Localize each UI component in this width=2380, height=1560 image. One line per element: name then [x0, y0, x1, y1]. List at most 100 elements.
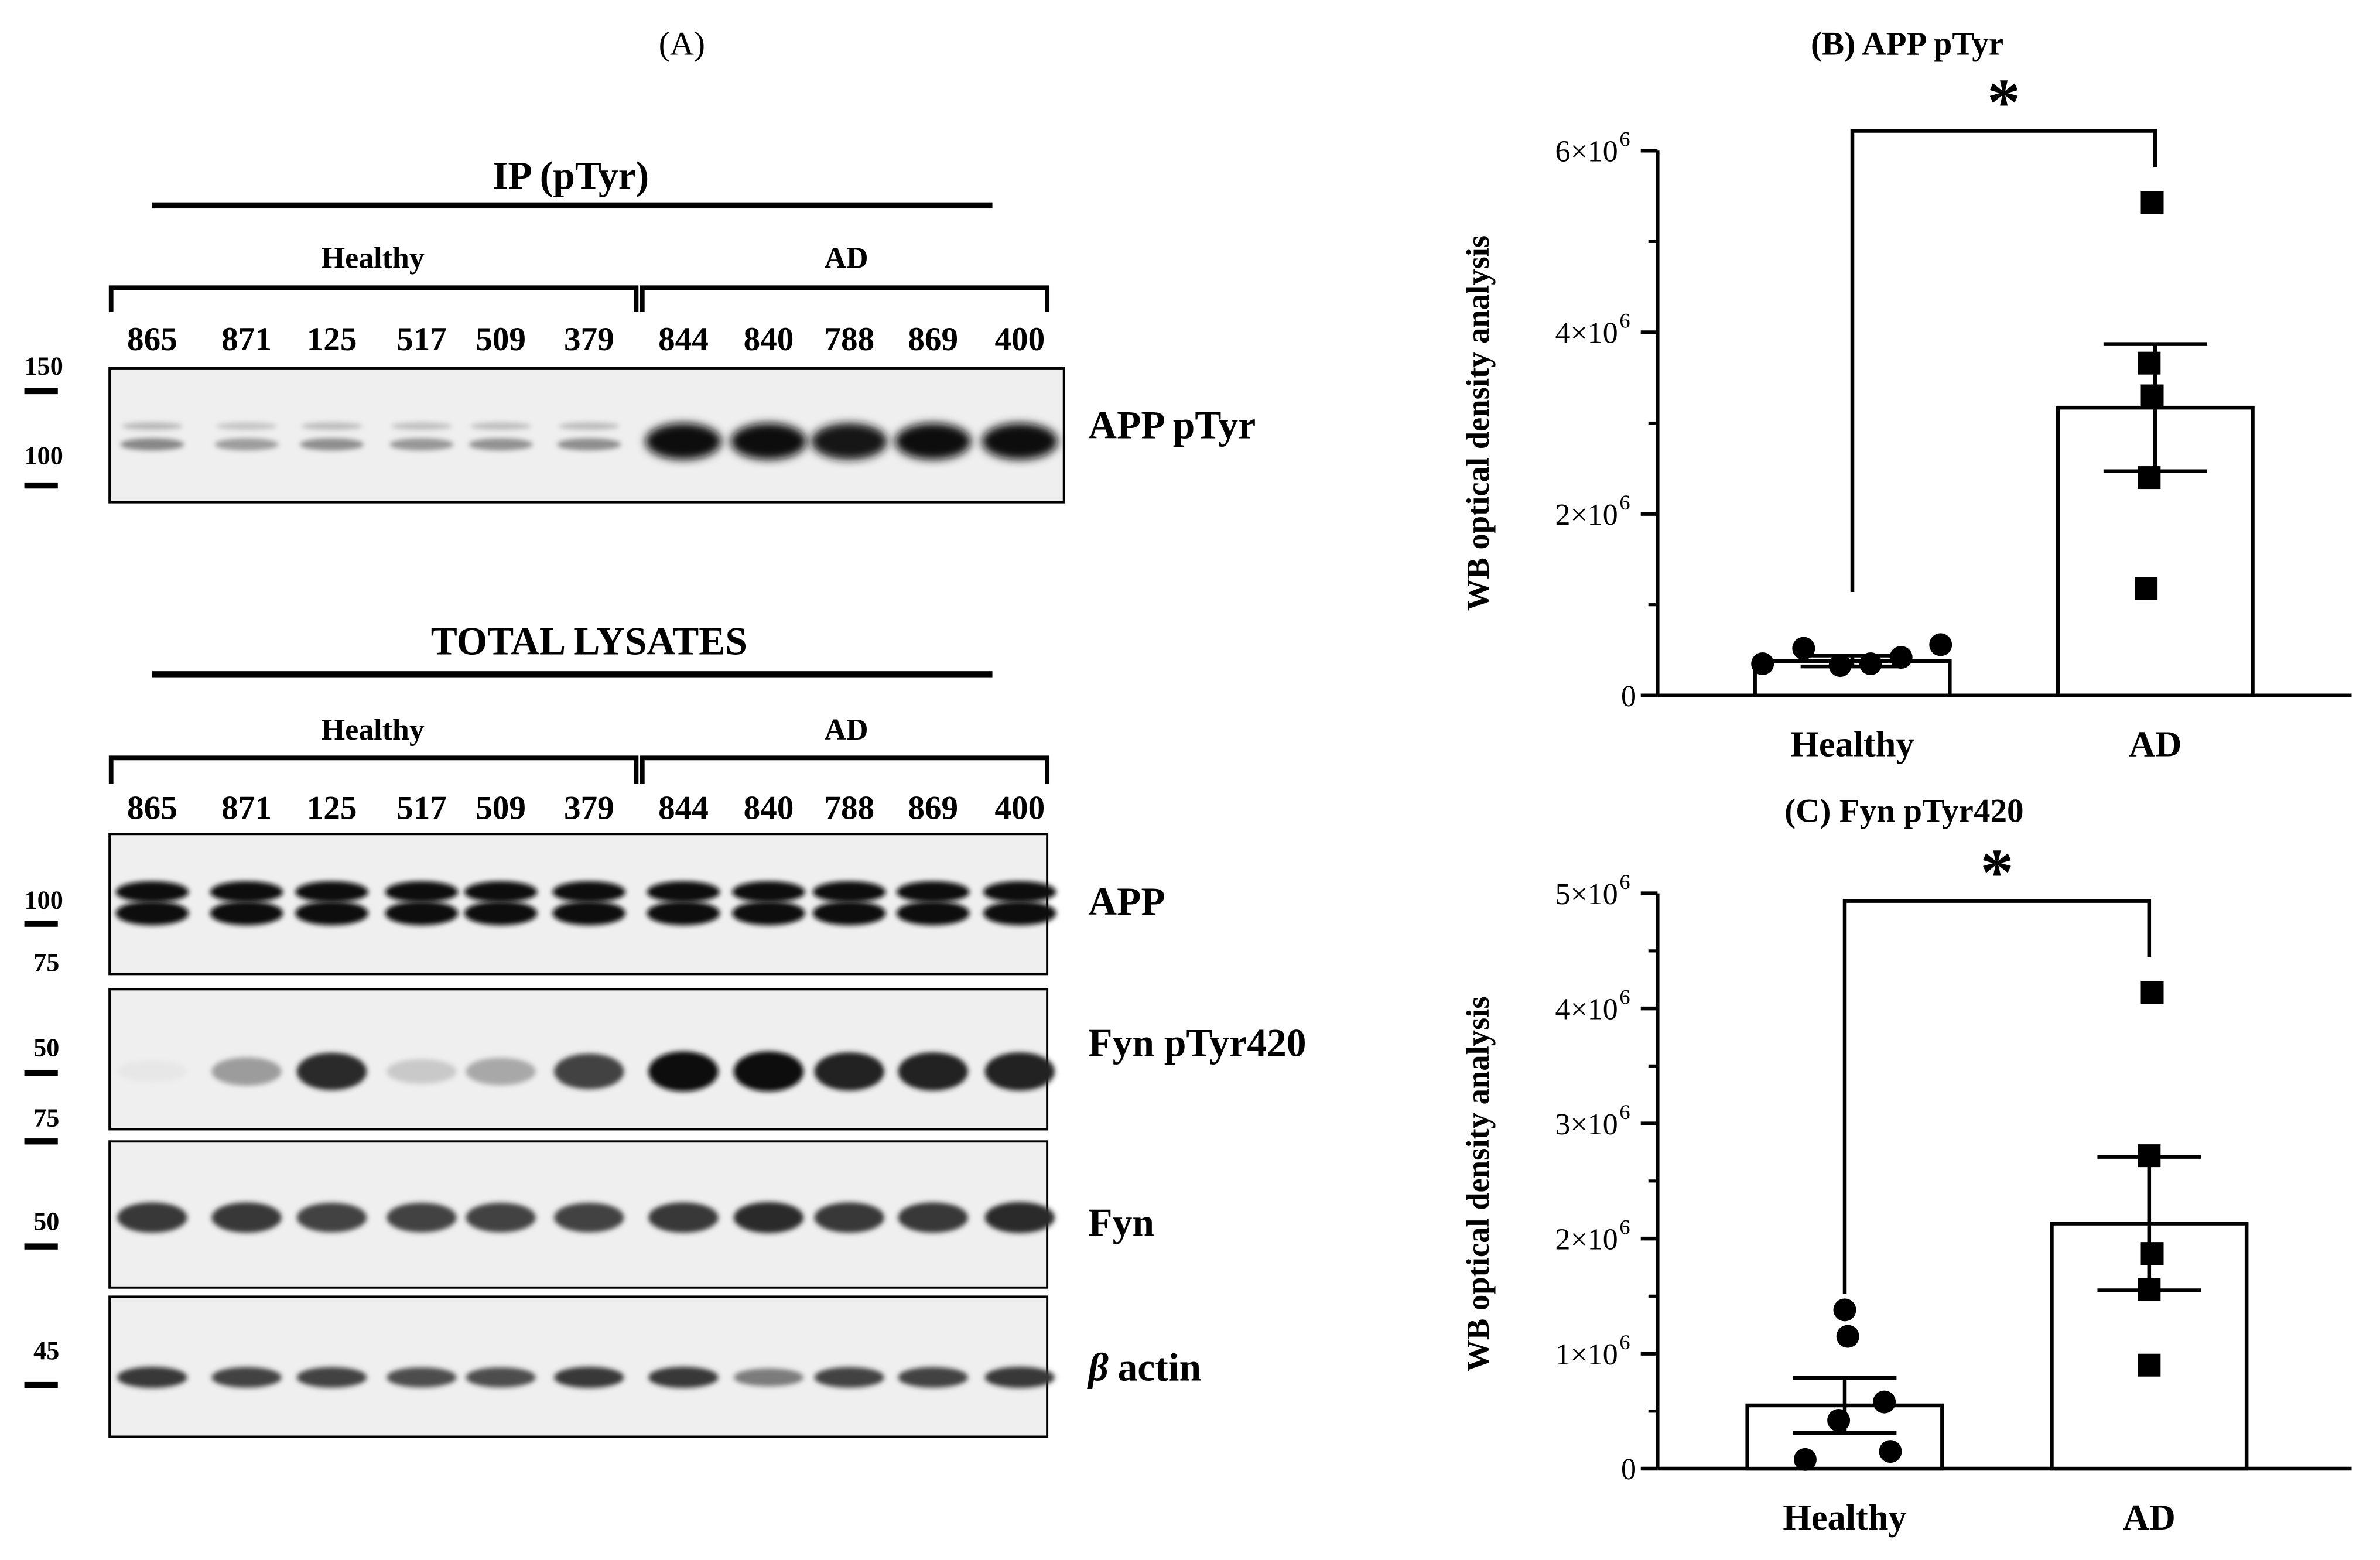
band-actin-10: [984, 1366, 1055, 1388]
ip-ad-bracket: [640, 285, 1050, 312]
chart-b-point-ad: [2138, 466, 2161, 490]
band-fyn-ptyr420-0: [117, 1060, 187, 1083]
mw-tick-100: [24, 482, 58, 489]
band-app-upper-2: [295, 881, 368, 903]
band-fyn-ptyr420-1: [211, 1057, 282, 1086]
blot-label-app-ptyr: APP pTyr: [1088, 403, 1256, 447]
blot-actin-frame: [108, 1295, 1049, 1438]
ip-lane-509: 509: [476, 321, 526, 358]
chart-c-point-ad: [2140, 1242, 2164, 1265]
chart-c-ytick-label: 5×10: [1555, 878, 1618, 911]
chart-fyn-ptyr420: (C) Fyn pTyr420 WB optical density analy…: [1460, 792, 2352, 1538]
chart-b-significance-star: *: [1987, 65, 2020, 139]
chart-c-ytick-exponent: 6: [1619, 1100, 1630, 1124]
chart-c-title: (C) Fyn pTyr420: [1784, 792, 2024, 829]
chart-c-ytick-label: 3×10: [1555, 1108, 1618, 1141]
band-app-ptyr-8: [811, 423, 888, 460]
band-actin-3: [387, 1367, 457, 1388]
band-app-lower-3: [385, 901, 459, 926]
chart-b-point-ad: [2140, 384, 2164, 408]
chart-app-ptyr: (B) APP pTyr WB optical density analysis…: [1460, 26, 2352, 765]
chart-c-ytick-exponent: 6: [1619, 870, 1630, 894]
band-actin-0: [117, 1366, 187, 1388]
lysate-title-bar: [152, 671, 993, 678]
band-actin-8: [814, 1367, 885, 1388]
band-app-lower-4: [464, 901, 538, 926]
band-app-lower-5: [552, 901, 626, 926]
ip-section: IP (pTyr) Healthy AD 865 871 125 517 509 379 8…: [24, 153, 1256, 504]
chart-c-xtick-ad: AD: [2123, 1497, 2176, 1538]
mw-tick-app-100: [24, 921, 58, 927]
chart-b-ytick-exponent: 6: [1619, 309, 1630, 333]
band-fyn-ptyr420-8: [814, 1052, 885, 1091]
ip-lane-844: 844: [658, 321, 709, 358]
mw-marker-fyn-p-50: 50: [33, 1034, 59, 1062]
band-app-upper-1: [210, 881, 283, 903]
mw-marker-150: 150: [25, 351, 63, 380]
chart-c-xtick-healthy: Healthy: [1783, 1497, 1906, 1538]
chart-b-title: (B) APP pTyr: [1811, 26, 2003, 63]
band-fyn-3: [387, 1202, 457, 1233]
chart-b-point-healthy: [1889, 646, 1913, 669]
band-app-lower-1: [210, 901, 283, 926]
band-fyn-4: [466, 1202, 536, 1233]
chart-b-point-ad: [2135, 577, 2158, 600]
band-fyn-9: [898, 1202, 968, 1233]
lysate-lane-788: 788: [824, 789, 874, 826]
chart-c-point-healthy: [1836, 1325, 1859, 1348]
lysate-lane-125: 125: [307, 789, 357, 826]
band-app-ptyr-upper-5: [558, 422, 620, 430]
band-app-upper-5: [552, 881, 626, 903]
mw-tick-fyn-50: [24, 1243, 58, 1250]
lysate-section: TOTAL LYSATES Healthy AD 865 871 125 517 509…: [24, 620, 1307, 1438]
chart-c-ytick-label: 0: [1621, 1453, 1636, 1486]
chart-b-ylabel: WB optical density analysis: [1460, 235, 1496, 611]
mw-marker-app-100: 100: [25, 886, 63, 915]
band-app-upper-0: [115, 881, 189, 903]
band-app-ptyr-upper-0: [121, 422, 183, 430]
mw-tick-150: [24, 388, 58, 395]
lysate-lane-509: 509: [476, 789, 526, 826]
band-fyn-ptyr420-10: [984, 1052, 1055, 1091]
chart-c-ytick-label: 2×10: [1555, 1223, 1618, 1256]
lysate-lane-labels: 865 871 125 517 509 379 844 840 788 869 400: [127, 789, 1045, 826]
chart-c-point-ad: [2140, 981, 2164, 1004]
lysate-lane-379: 379: [564, 789, 614, 826]
blot-label-fyn-ptyr420: Fyn pTyr420: [1088, 1021, 1306, 1065]
band-app-ptyr-6: [645, 423, 721, 460]
band-fyn-ptyr420-9: [898, 1052, 968, 1091]
band-app-lower-0: [115, 901, 189, 926]
ip-lane-517: 517: [396, 321, 447, 358]
ip-lane-865: 865: [127, 321, 177, 358]
panel-a-label: (A): [659, 26, 705, 63]
mw-marker-fyn-p-75: 75: [33, 1103, 59, 1132]
band-app-ptyr-upper-2: [301, 422, 363, 430]
band-fyn-5: [554, 1202, 624, 1233]
band-app-ptyr-0: [120, 438, 184, 451]
chart-b-xtick-ad: AD: [2129, 724, 2181, 765]
ip-group-ad: AD: [825, 241, 868, 275]
band-app-ptyr-5: [557, 438, 621, 451]
ip-lane-400: 400: [994, 321, 1045, 358]
band-fyn-ptyr420-7: [733, 1051, 804, 1092]
band-actin-1: [211, 1367, 282, 1388]
lysate-lane-871: 871: [221, 789, 272, 826]
chart-b-ytick-label: 2×10: [1555, 498, 1618, 532]
chart-c-point-healthy: [1793, 1448, 1817, 1471]
band-app-lower-10: [983, 901, 1056, 926]
band-app-ptyr-upper-3: [391, 422, 452, 430]
band-fyn-7: [733, 1202, 804, 1233]
chart-c-ytick-exponent: 6: [1619, 985, 1630, 1008]
ip-lane-840: 840: [744, 321, 794, 358]
band-fyn-ptyr420-2: [296, 1052, 367, 1090]
band-app-ptyr-9: [895, 423, 972, 460]
lysate-lane-517: 517: [396, 789, 447, 826]
band-fyn-8: [814, 1202, 885, 1233]
ip-lane-379: 379: [564, 321, 614, 358]
lysate-lane-865: 865: [127, 789, 177, 826]
band-app-lower-7: [732, 901, 805, 926]
chart-c-point-healthy: [1873, 1390, 1896, 1414]
band-app-lower-8: [812, 901, 886, 926]
